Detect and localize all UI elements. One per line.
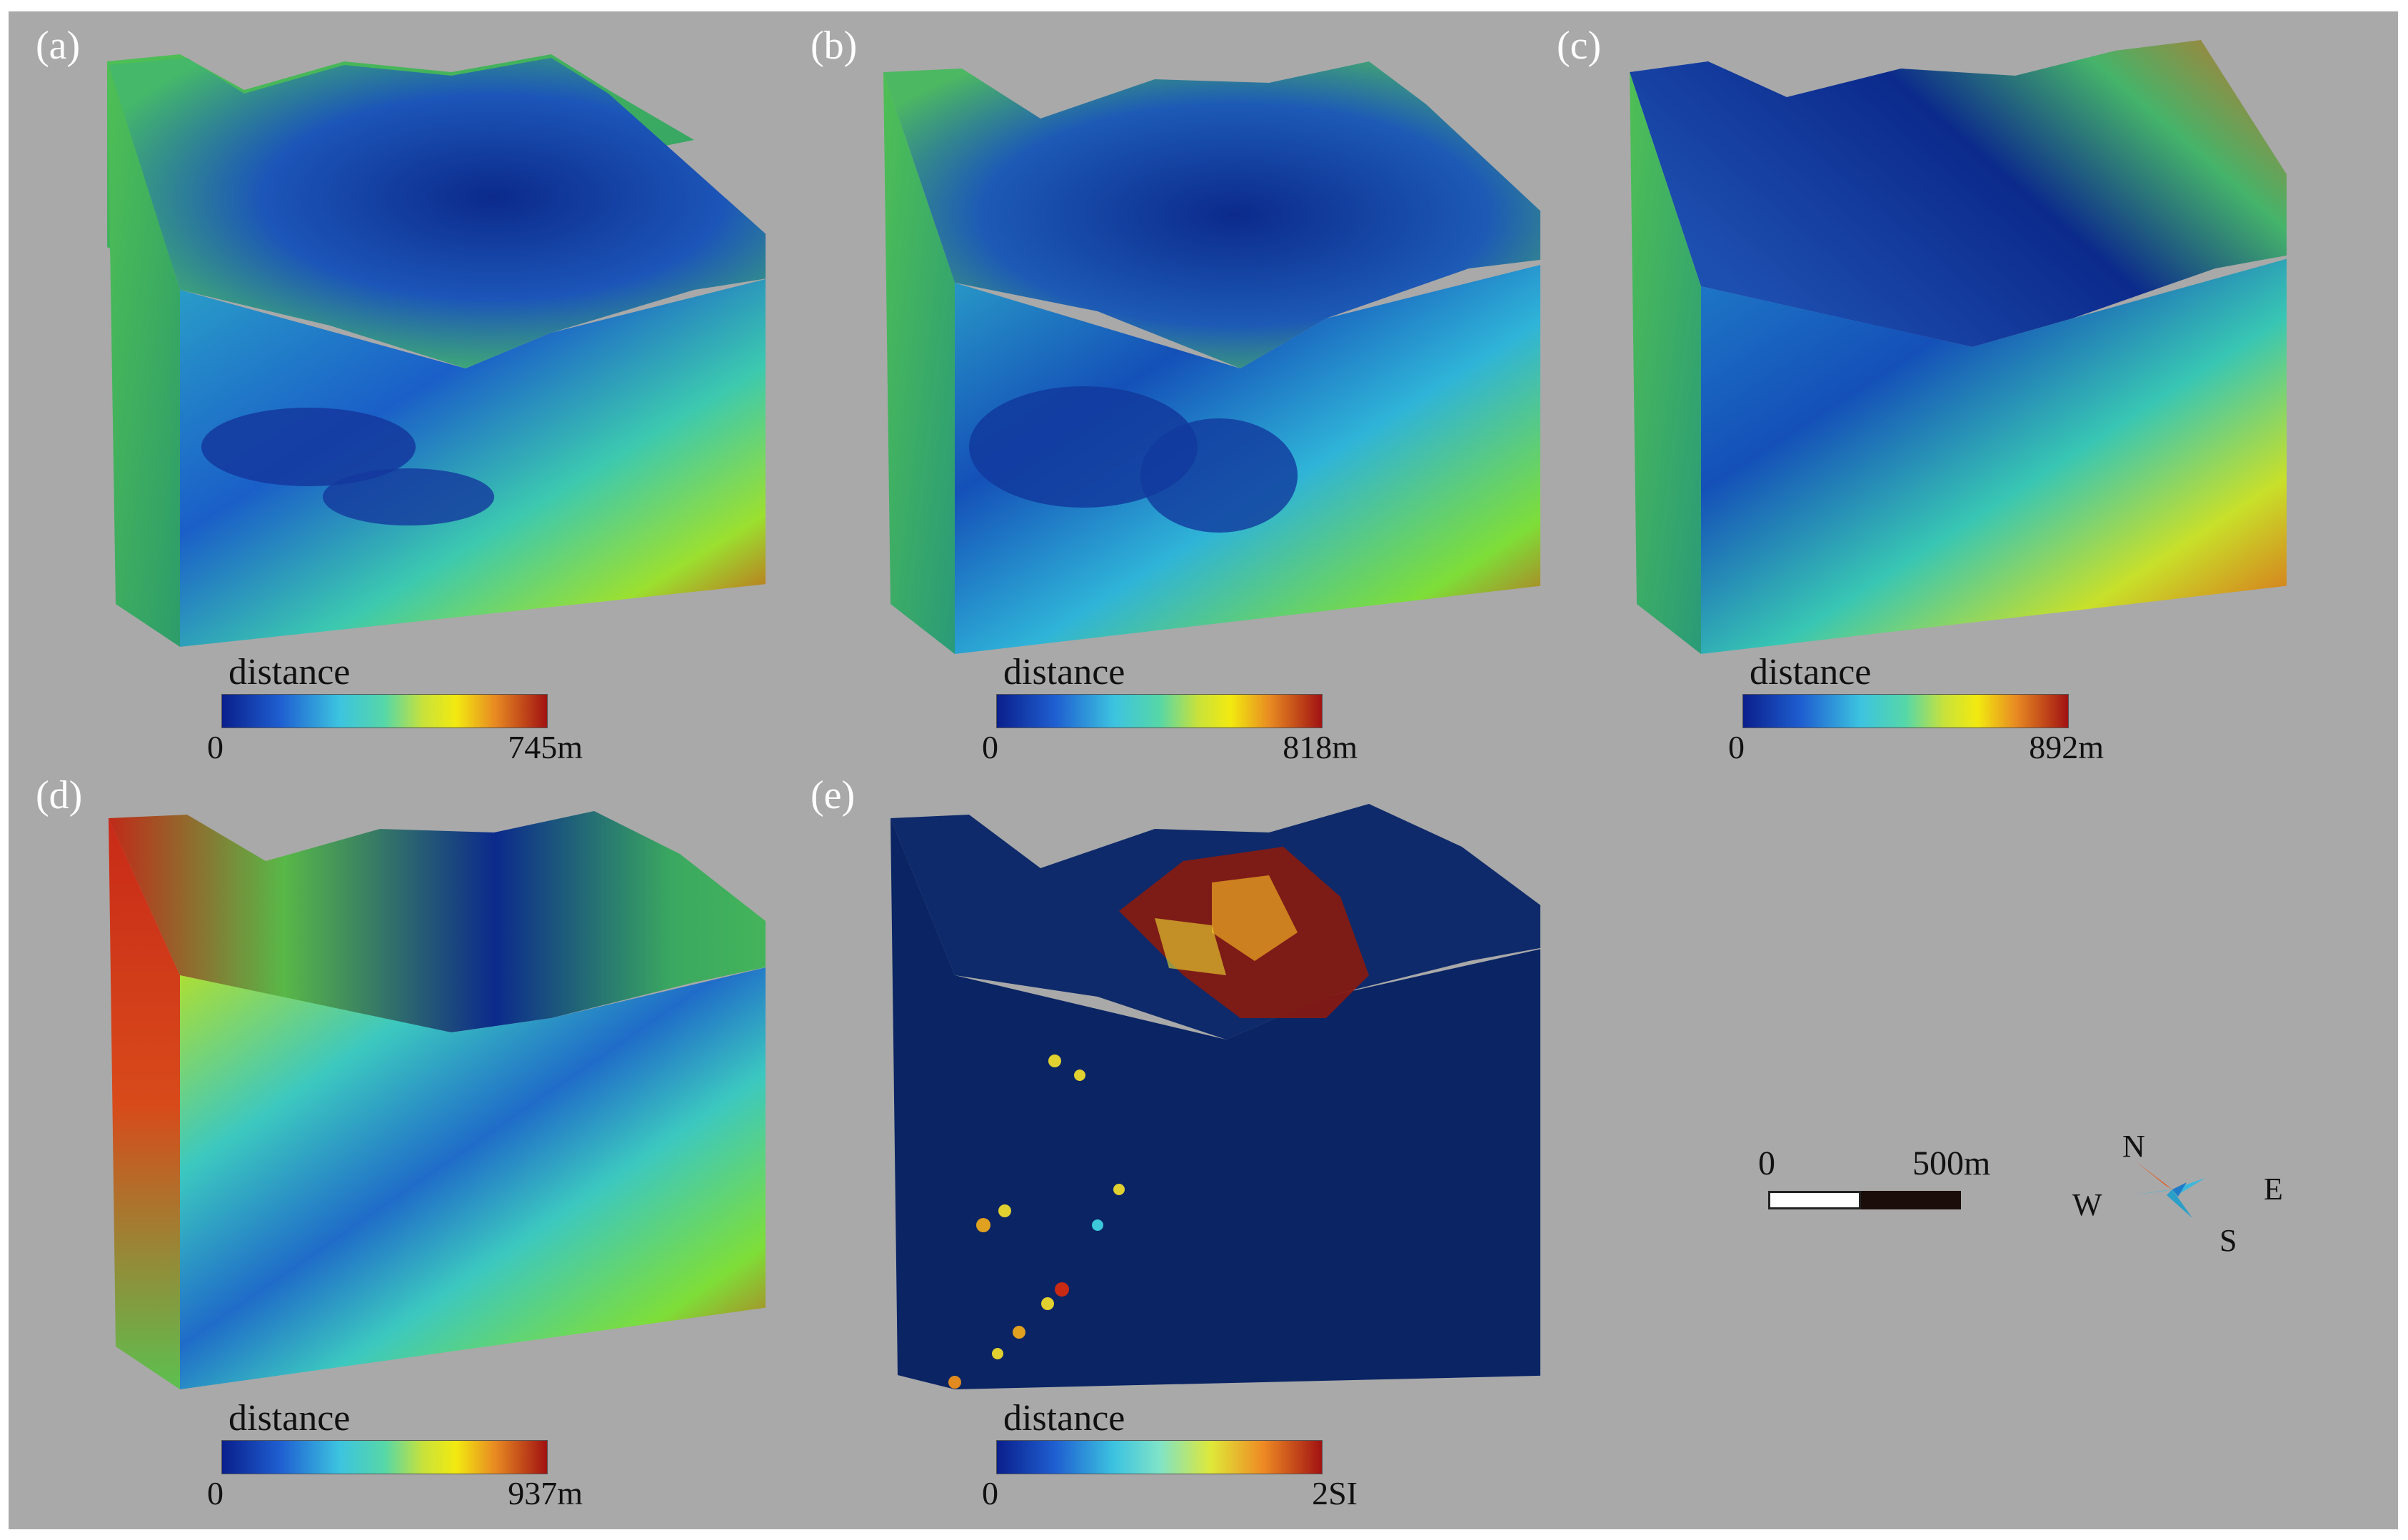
legend-min: 0	[982, 729, 998, 765]
figure-canvas: (a) distance 0 745m	[9, 11, 2398, 1529]
legend-min: 0	[207, 729, 224, 765]
colorbar-legend: distance 0 818m	[968, 652, 1358, 764]
compass-west: W	[2072, 1187, 2102, 1222]
legend-max: 818m	[1283, 729, 1358, 765]
colorbar-legend: distance 0 937m	[193, 1398, 583, 1510]
panel-a: (a) distance 0 745m	[9, 11, 766, 764]
hotspot-cluster	[948, 847, 1369, 1389]
scale-bar: 0 500m	[1758, 1147, 2015, 1225]
colorbar-legend: distance 0 2SI	[968, 1398, 1358, 1510]
panel-c: (c) distance 0 892m	[1530, 11, 2287, 764]
legend-max: 892m	[2029, 729, 2104, 765]
legend-title: distance	[1003, 1398, 1125, 1439]
panel-b: (b) distance 0 818m	[783, 11, 1540, 764]
legend-title: distance	[229, 652, 351, 693]
block-model-c	[1630, 40, 2287, 654]
block-model-d	[109, 811, 766, 1389]
block-model-b	[883, 61, 1540, 654]
legend-title: distance	[1003, 652, 1125, 693]
colorbar	[996, 1440, 1323, 1474]
colorbar	[996, 694, 1323, 728]
block-model-a	[107, 54, 766, 647]
colorbar	[1742, 694, 2069, 728]
panel-label: (b)	[811, 24, 858, 68]
legend-max: 2SI	[1312, 1475, 1358, 1511]
colorbar-legend: distance 0 892m	[1714, 652, 2104, 764]
compass-south: S	[2219, 1223, 2237, 1258]
legend-min: 0	[982, 1475, 998, 1511]
legend-min: 0	[1728, 729, 1745, 765]
compass-icon	[2131, 1161, 2205, 1218]
compass-rose: N E S W	[2065, 1111, 2283, 1268]
legend-min: 0	[207, 1475, 224, 1511]
colorbar	[221, 694, 548, 728]
panel-e: (e) distance 0 2SI	[783, 761, 1540, 1511]
legend-max: 745m	[508, 729, 583, 765]
compass-north: N	[2122, 1129, 2145, 1164]
legend-title: distance	[1750, 652, 1872, 693]
colorbar-legend: distance 0 745m	[193, 652, 583, 764]
block-model-e	[891, 804, 1540, 1389]
panel-label: (a)	[36, 24, 81, 68]
legend-max: 937m	[508, 1475, 583, 1511]
panel-label: (e)	[811, 773, 856, 817]
scale-bar-max-label: 500m	[1912, 1144, 1991, 1182]
panel-label: (d)	[36, 773, 83, 817]
colorbar	[221, 1440, 548, 1474]
scale-bar-white-segment	[1768, 1191, 1861, 1209]
scale-bar-zero-label: 0	[1758, 1144, 1775, 1182]
legend-title: distance	[229, 1398, 351, 1439]
panel-label: (c)	[1557, 24, 1602, 68]
panel-d: (d) distance 0 937m	[9, 761, 766, 1511]
compass-east: E	[2264, 1172, 2283, 1207]
scale-bar-black-segment	[1861, 1191, 1961, 1209]
